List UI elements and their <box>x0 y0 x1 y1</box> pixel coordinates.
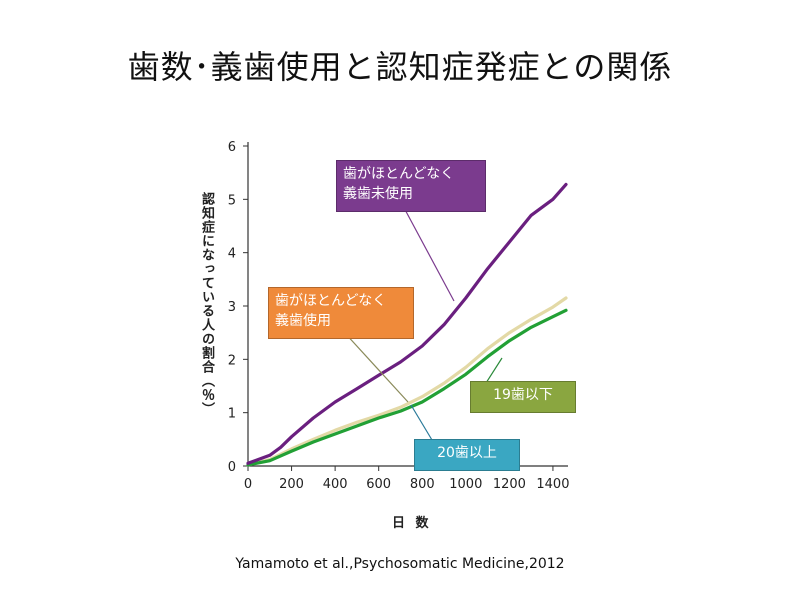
y-tick-label: 4 <box>228 247 236 262</box>
x-tick-label: 600 <box>366 477 391 492</box>
callout-text: 義歯使用 <box>275 313 331 329</box>
y-tick-label: 2 <box>228 353 236 368</box>
callout-pointer <box>410 404 433 441</box>
x-tick-label: 800 <box>410 477 435 492</box>
x-tick-label: 1000 <box>449 477 482 492</box>
line-chart: 0 1 2 3 4 5 6 0 200 400 600 800 1000 1200 1400 <box>228 140 570 492</box>
callout-text: 19歯以下 <box>493 387 553 403</box>
callout-19-teeth-or-less: 19歯以下 <box>470 381 576 413</box>
callout-text: 歯がほとんどなく <box>343 166 455 182</box>
x-tick-label: 1400 <box>536 477 569 492</box>
y-tick-label: 5 <box>228 193 236 208</box>
callout-text: 義歯未使用 <box>343 186 413 202</box>
y-tick-label: 6 <box>228 140 236 155</box>
y-axis-label: 認知症になっている人の割合（％） <box>199 192 214 416</box>
callout-no-teeth-denture: 歯がほとんどなく 義歯使用 <box>268 287 414 339</box>
callout-pointer <box>485 357 503 384</box>
series-line <box>246 296 568 467</box>
y-tick-label: 3 <box>228 300 236 315</box>
x-tick-label: 200 <box>279 477 304 492</box>
x-tick-label: 0 <box>244 477 252 492</box>
callout-20-teeth-or-more: 20歯以上 <box>414 439 520 471</box>
citation: Yamamoto et al.,Psychosomatic Medicine,2… <box>235 556 565 572</box>
callout-no-teeth-no-denture: 歯がほとんどなく 義歯未使用 <box>336 160 486 212</box>
callout-pointer <box>401 203 455 302</box>
y-tick-label: 0 <box>228 460 236 475</box>
x-tick-label: 400 <box>323 477 348 492</box>
x-tick-label: 1200 <box>493 477 526 492</box>
x-axis-label: 日 数 <box>392 516 432 531</box>
callout-pointer <box>343 331 409 403</box>
series-line <box>246 182 568 465</box>
callout-text: 20歯以上 <box>437 445 497 461</box>
y-tick-label: 1 <box>228 407 236 422</box>
slide-title: 歯数･義歯使用と認知症発症との関係 <box>127 48 673 86</box>
callout-text: 歯がほとんどなく <box>275 293 387 309</box>
